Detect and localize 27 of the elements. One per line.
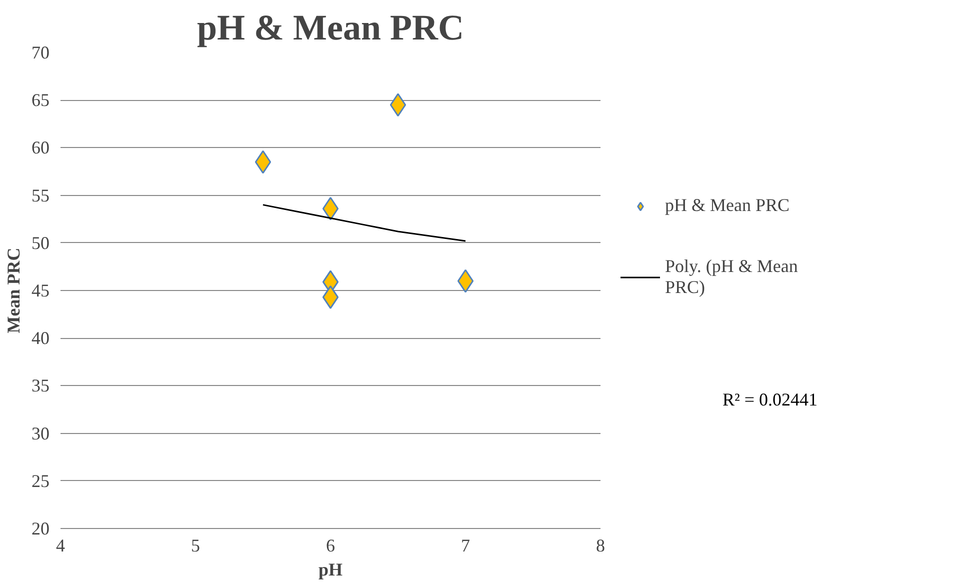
x-axis-title: pH — [318, 560, 343, 580]
point — [322, 285, 339, 309]
y-tick-label: 25 — [32, 470, 50, 491]
x-tick-label: 5 — [191, 536, 200, 556]
point — [390, 93, 406, 117]
y-tick-label: 30 — [32, 423, 50, 444]
y-tick-label: 70 — [32, 42, 50, 62]
x-tick-label: 8 — [596, 536, 605, 556]
y-axis-title: Mean PRC — [4, 248, 24, 334]
x-tick-label: 4 — [56, 536, 65, 556]
y-tick-label: 65 — [32, 90, 50, 110]
y-tick-label: 45 — [32, 280, 50, 300]
x-tick-label: 6 — [326, 536, 335, 556]
text: R² = 0.02441 — [722, 390, 818, 410]
y-tick-label: 40 — [32, 328, 50, 348]
legend-label: Poly. (pH & Mean PRC) — [665, 256, 798, 298]
x-tick-label: 7 — [461, 536, 470, 556]
y-tick-label: 50 — [32, 232, 50, 253]
y-tick-label: 20 — [32, 518, 50, 538]
y-tick-label: 55 — [32, 185, 50, 206]
point — [254, 150, 272, 174]
legend-label: pH & Mean PRC — [665, 195, 790, 216]
point — [457, 269, 474, 293]
chart-title: pH & Mean PRC — [197, 8, 464, 48]
y-tick-label: 35 — [32, 376, 50, 396]
y-tick-label: 60 — [32, 138, 50, 158]
point — [322, 196, 339, 220]
